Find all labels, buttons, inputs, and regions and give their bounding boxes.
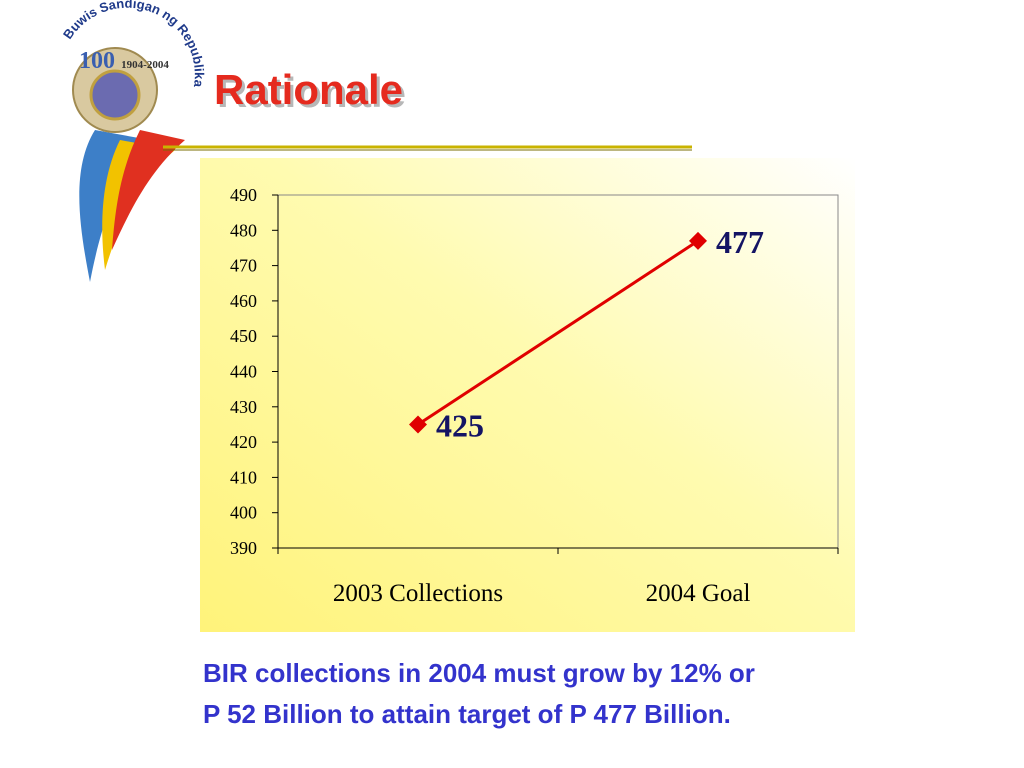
logo: Buwis Sandigan ng Republika 100 1904-200… xyxy=(60,0,207,282)
logo-flame-blue xyxy=(79,130,150,282)
caption-line: BIR collections in 2004 must grow by 12%… xyxy=(203,658,755,688)
logo-years: 1904-2004 xyxy=(121,59,169,71)
y-tick-label: 490 xyxy=(230,185,257,205)
y-tick-label: 470 xyxy=(230,256,257,276)
title-shadow: Rationale xyxy=(217,69,406,116)
chart-background xyxy=(200,158,855,632)
data-label: 477 xyxy=(716,224,764,260)
logo-flame-yellow xyxy=(102,140,175,270)
y-tick-label: 450 xyxy=(230,326,257,346)
y-tick-label: 410 xyxy=(230,467,257,487)
y-tick-label: 480 xyxy=(230,220,257,240)
logo-emblem xyxy=(89,69,141,121)
caption-line: P 52 Billion to attain target of P 477 B… xyxy=(203,699,731,729)
y-tick-label: 460 xyxy=(230,291,257,311)
marker xyxy=(409,415,427,434)
y-tick-label: 440 xyxy=(230,362,257,382)
title: Rationale xyxy=(214,66,403,113)
y-tick-label: 420 xyxy=(230,432,257,452)
marker xyxy=(689,231,707,250)
y-tick-label: 430 xyxy=(230,397,257,417)
logo-flame-red xyxy=(112,130,185,250)
x-tick-label: 2004 Goal xyxy=(646,580,751,607)
y-tick-label: 390 xyxy=(230,538,257,558)
line xyxy=(417,239,699,426)
logo-number: 100 xyxy=(79,48,115,74)
x-tick-label: 2003 Collections xyxy=(333,580,503,607)
y-tick-label: 400 xyxy=(230,503,257,523)
chart: 390 400 410 420 430 440 450 460 470 480 490 2003 Co… xyxy=(230,185,839,607)
data-label: 425 xyxy=(436,407,484,443)
